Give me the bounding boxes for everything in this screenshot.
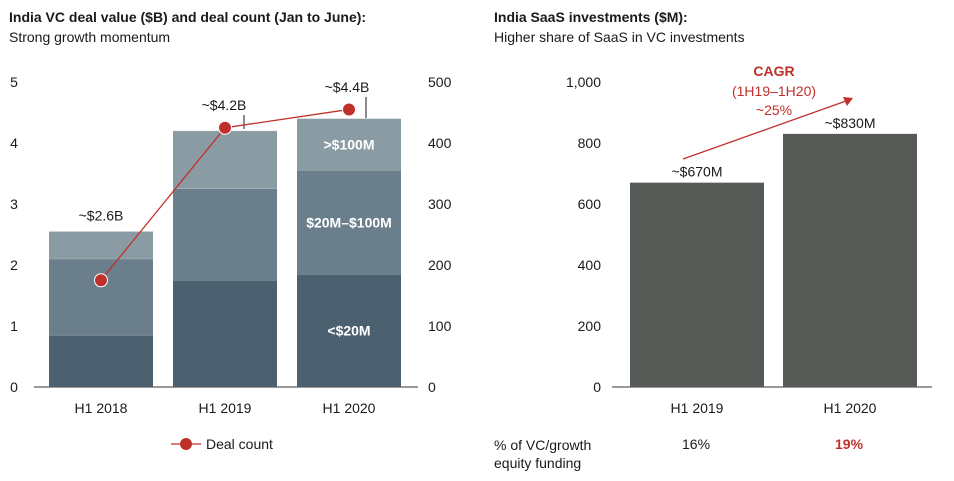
- saas-category-label: H1 2020: [824, 400, 877, 416]
- bar-segment: [297, 118, 401, 171]
- right-ytick-label: 500: [428, 74, 452, 90]
- right-chart-subtitle: Higher share of SaaS in VC investments: [494, 29, 745, 45]
- left-ytick-label: 5: [10, 74, 18, 90]
- bar-segment: [173, 188, 277, 281]
- left-chart: 0 1 2 3 4 5 0 100 200 300 400 500 H1 2018 H1 2019 <$20…: [10, 74, 451, 416]
- total-label: ~$4.2B: [202, 97, 247, 113]
- legend-label: Deal count: [206, 436, 273, 452]
- cagr-arrow-head: [843, 97, 853, 106]
- right-chart: 0 200 400 600 800 1,000 ~$670M H1 2019 ~$830M H1 …: [566, 74, 932, 416]
- saas-ytick-label: 200: [578, 318, 602, 334]
- bar-segment: [49, 231, 153, 259]
- deal-count-point: [94, 273, 108, 288]
- saas-ytick-label: 600: [578, 196, 602, 212]
- bar-segment: [49, 258, 153, 336]
- left-ytick-label: 2: [10, 257, 18, 273]
- deal-count-point: [218, 120, 232, 135]
- deal-count-point: [342, 102, 356, 117]
- bar-segment: [173, 280, 277, 387]
- saas-ytick-label: 400: [578, 257, 602, 273]
- saas-bar: [630, 182, 764, 387]
- left-ytick-label: 4: [10, 135, 18, 151]
- segment-label: <$20M: [327, 323, 370, 339]
- total-label: ~$4.4B: [325, 79, 370, 95]
- bar-segment: [297, 170, 401, 275]
- right-ytick-label: 400: [428, 135, 452, 151]
- saas-ytick-label: 1,000: [566, 74, 601, 90]
- legend-marker: [180, 438, 192, 450]
- saas-ytick-label: 800: [578, 135, 602, 151]
- right-ytick-label: 200: [428, 257, 452, 273]
- saas-value-label: ~$670M: [672, 164, 723, 180]
- left-ytick-label: 0: [10, 379, 18, 395]
- bar-segment: [297, 274, 401, 387]
- cagr-arrow-line: [682, 100, 847, 160]
- right-chart-title: India SaaS investments ($M):: [494, 9, 688, 25]
- cagr-period: (1H19–1H20): [732, 83, 816, 99]
- deal-count-legend: Deal count: [171, 436, 273, 452]
- total-label: ~$2.6B: [79, 207, 124, 223]
- share-h1-2020: 19%: [835, 436, 864, 452]
- bar-segment: [49, 335, 153, 387]
- segment-label: $20M–$100M: [306, 214, 392, 230]
- right-ytick-label: 300: [428, 196, 452, 212]
- share-h1-2019: 16%: [682, 436, 711, 452]
- left-category-label: H1 2020: [323, 400, 376, 416]
- left-chart-title: India VC deal value ($B) and deal count …: [9, 9, 367, 25]
- left-category-label: H1 2018: [75, 400, 128, 416]
- saas-value-label: ~$830M: [825, 115, 876, 131]
- right-ytick-label: 100: [428, 318, 452, 334]
- left-ytick-label: 3: [10, 196, 18, 212]
- left-category-label: H1 2019: [199, 400, 252, 416]
- segment-label: >$100M: [324, 137, 375, 153]
- right-ytick-label: 0: [428, 379, 436, 395]
- saas-ytick-label: 0: [593, 379, 601, 395]
- cagr-annotation: CAGR (1H19–1H20) ~25%: [682, 63, 853, 160]
- share-label: % of VC/growth equity funding: [494, 437, 592, 471]
- cagr-title: CAGR: [753, 63, 794, 79]
- left-chart-subtitle: Strong growth momentum: [9, 29, 171, 45]
- saas-category-label: H1 2019: [671, 400, 724, 416]
- cagr-value: ~25%: [756, 102, 792, 118]
- saas-bar: [783, 133, 917, 387]
- bar-segment: [173, 130, 277, 189]
- left-ytick-label: 1: [10, 318, 18, 334]
